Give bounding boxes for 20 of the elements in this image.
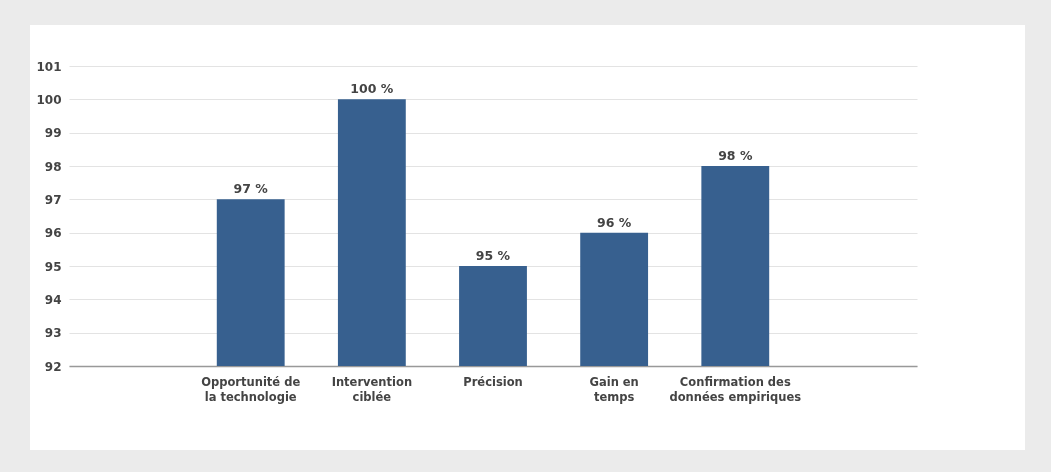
- data-label: 95 %: [475, 248, 511, 263]
- y-tick-label: 98: [44, 159, 62, 174]
- y-tick-label: 93: [44, 326, 62, 341]
- x-tick-label: Intervention ciblée: [331, 374, 413, 404]
- x-tick-label: Précision: [463, 374, 523, 389]
- data-label: 100 %: [350, 81, 394, 97]
- y-tick-label: 95: [44, 259, 62, 274]
- y-tick-label: 100: [36, 92, 62, 107]
- y-tick-label: 101: [36, 59, 62, 74]
- y-tick-label: 92: [44, 359, 62, 374]
- y-tick-label: 94: [44, 292, 62, 307]
- data-label: 98 %: [718, 148, 753, 163]
- x-tick-label: Confirmation des données empiriques: [669, 374, 802, 404]
- x-tick-label: Gain en temps: [589, 374, 639, 404]
- x-tick-label: Opportunité de la technologie: [201, 374, 301, 404]
- data-label: 97 %: [233, 181, 269, 197]
- data-label: 96 %: [597, 214, 632, 230]
- y-tick-label: 96: [44, 226, 62, 241]
- y-tick-label: 97: [44, 192, 62, 207]
- y-tick-label: 99: [44, 126, 62, 141]
